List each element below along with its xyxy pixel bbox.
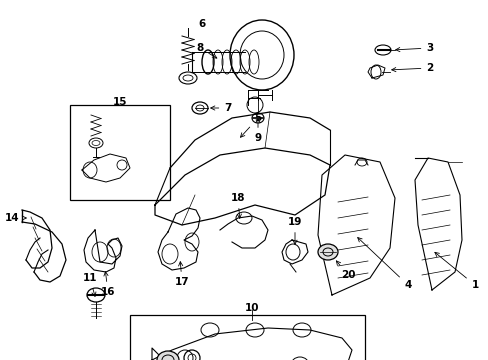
Text: 12: 12 xyxy=(0,359,1,360)
Text: 6: 6 xyxy=(198,19,205,29)
Text: 5: 5 xyxy=(240,113,261,137)
Text: 8: 8 xyxy=(196,43,216,58)
Text: 11: 11 xyxy=(82,273,97,296)
Text: 2: 2 xyxy=(391,63,433,73)
Text: 10: 10 xyxy=(244,303,259,313)
Text: 9: 9 xyxy=(254,119,261,143)
Text: 20: 20 xyxy=(336,261,354,280)
Text: 4: 4 xyxy=(357,238,411,290)
Text: 1: 1 xyxy=(434,252,478,290)
Text: 7: 7 xyxy=(210,103,231,113)
Text: 15: 15 xyxy=(113,97,127,107)
Text: 19: 19 xyxy=(287,217,302,244)
Text: 17: 17 xyxy=(174,262,189,287)
Ellipse shape xyxy=(317,244,337,260)
Ellipse shape xyxy=(157,351,179,360)
Text: 13: 13 xyxy=(0,359,1,360)
Bar xyxy=(70,105,170,200)
Text: 14: 14 xyxy=(5,213,26,223)
Text: 3: 3 xyxy=(395,43,433,53)
Bar xyxy=(130,315,364,360)
Text: 16: 16 xyxy=(101,272,115,297)
Text: 18: 18 xyxy=(230,193,245,218)
